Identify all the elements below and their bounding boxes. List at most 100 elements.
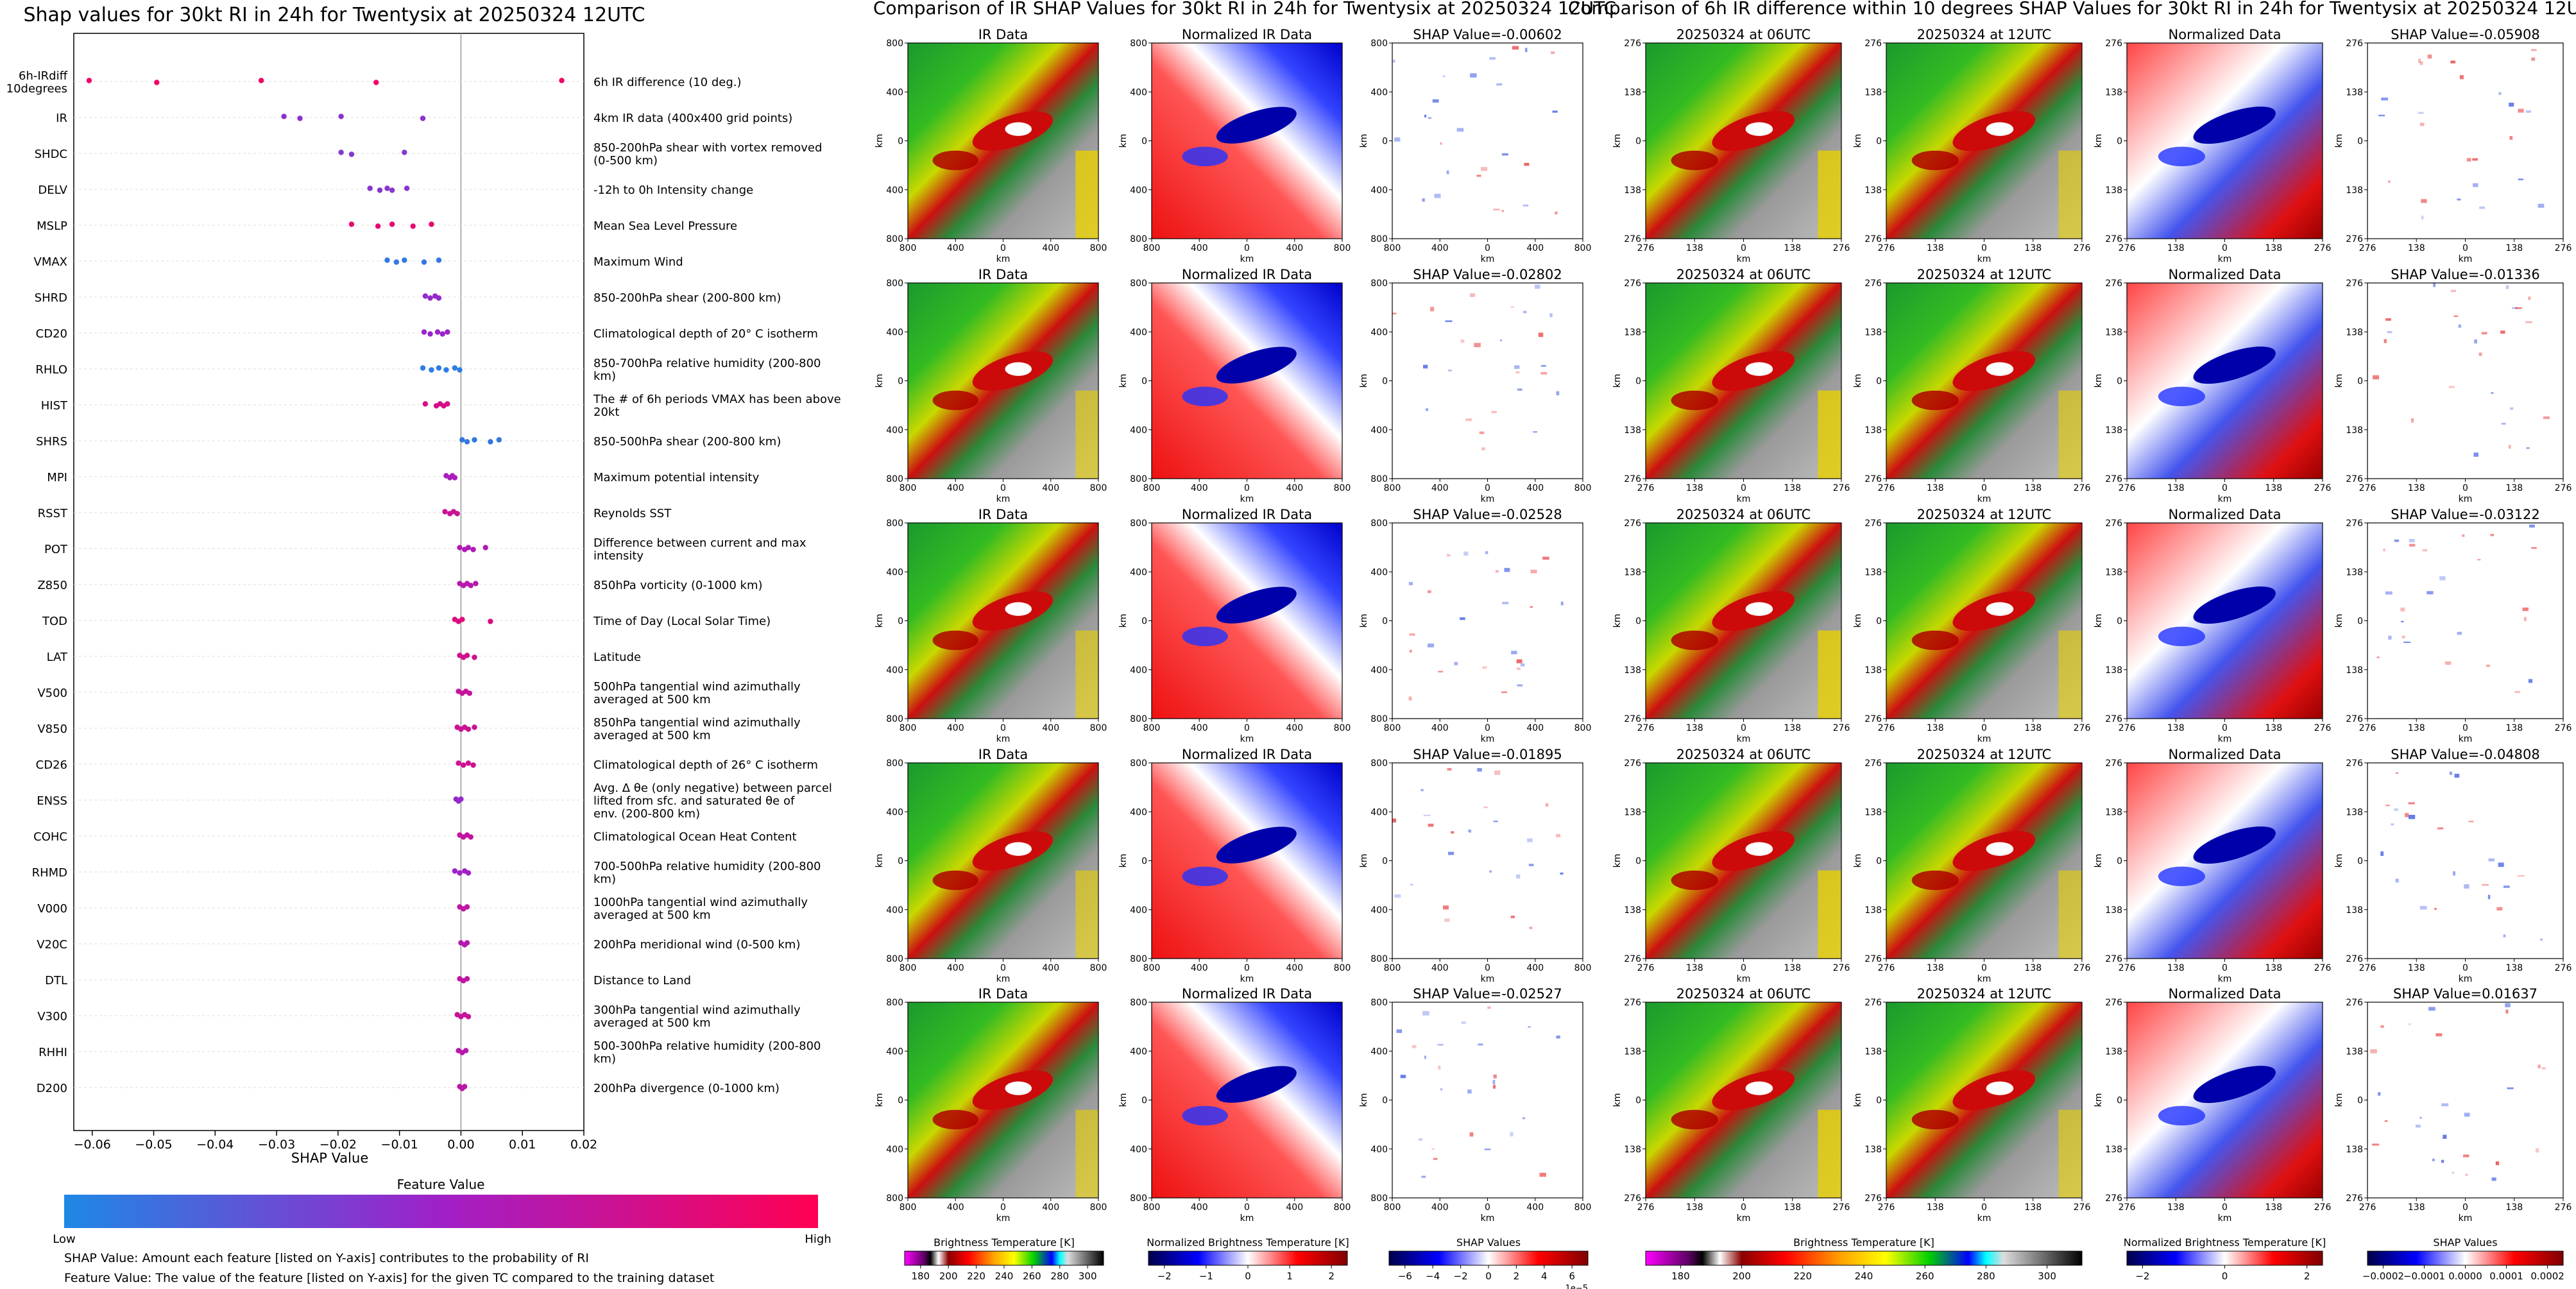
image-y-tick-label: 0 [1635, 1096, 1641, 1106]
shap-point [465, 545, 472, 551]
shap-map-speck [1485, 551, 1488, 554]
shap-map-speck [2409, 543, 2416, 547]
image-y-tick-label: 138 [2105, 327, 2122, 337]
image-y-tick-label: 138 [2346, 425, 2363, 436]
image-y-axis-label: km [1359, 614, 1369, 628]
shap-point [470, 762, 476, 768]
ir-edge-band [1818, 630, 1841, 719]
shap-map-speck [2403, 642, 2410, 644]
image-y-tick-label: 138 [2105, 1046, 2122, 1057]
shap-map-speck [1516, 874, 1521, 879]
image-x-axis-label: km [1240, 1213, 1254, 1224]
image-y-tick-label: 0 [1382, 617, 1388, 627]
image-x-tick-label: 138 [2024, 483, 2042, 493]
image-y-tick-label: 138 [2105, 567, 2122, 577]
image-y-tick-label: 800 [1370, 758, 1388, 769]
shap-map-speck [2517, 875, 2525, 877]
shap-map-speck [2443, 1134, 2447, 1139]
image-y-tick-label: 800 [1130, 38, 1147, 49]
shap-point [420, 115, 426, 121]
colorbar-tick-label: 2 [1328, 1270, 1335, 1282]
shap-map-speck [2385, 805, 2390, 807]
image-y-axis-label: km [2334, 854, 2344, 868]
shap-map-speck [1428, 823, 1434, 827]
subplot-title: Normalized Data [2169, 747, 2282, 762]
image-y-tick-label: 400 [886, 327, 903, 337]
image-x-tick-label: 138 [1784, 723, 1801, 733]
image-x-tick-label: 276 [2555, 483, 2572, 493]
image-y-tick-label: 138 [2105, 1145, 2122, 1155]
shap-map-speck [1551, 51, 1555, 55]
shap-map-speck [1477, 768, 1482, 772]
shap-map-speck [2453, 871, 2456, 876]
image-x-axis-label: km [1240, 734, 1254, 744]
image-x-tick-label: 800 [1574, 243, 1592, 253]
image-x-tick-label: 400 [1286, 1202, 1303, 1213]
shap-map-speck [1460, 339, 1465, 343]
image-x-axis-label: km [1737, 494, 1751, 504]
image-y-tick-label: 400 [886, 665, 903, 676]
colorbar-tick-label: 2 [2304, 1270, 2310, 1282]
shap-point [464, 904, 470, 910]
subplot-title: 20250324 at 06UTC [1676, 507, 1811, 522]
image-y-tick-label: 800 [1130, 234, 1147, 244]
shap-map-speck [1510, 916, 1515, 919]
shap-map-speck [1469, 1132, 1474, 1137]
image-y-tick-label: 138 [1864, 1046, 1882, 1057]
image-y-tick-label: 276 [1864, 954, 1882, 964]
shap-map-speck [1556, 391, 1560, 396]
colorbar-tick-label: 180 [911, 1270, 930, 1282]
image-x-tick-label: 0 [1741, 483, 1746, 493]
irdiff-row: 20250324 at 06UTC27627613813800138138276… [1612, 507, 2572, 744]
shap-map-speck [1428, 117, 1432, 119]
image-y-tick-label: 276 [2105, 1193, 2122, 1204]
image-x-tick-label: 276 [2555, 963, 2572, 973]
colorbar-gradient [1645, 1251, 2083, 1266]
subplot-title: SHAP Value=-0.01895 [1413, 747, 1562, 762]
shap-map-speck [2421, 199, 2427, 203]
image-y-tick-label: 138 [1624, 425, 1641, 436]
subplot-title: SHAP Value=-0.02527 [1413, 986, 1562, 1002]
image-y-axis-label: km [1612, 134, 1623, 148]
shap-map-fill [2367, 43, 2563, 239]
shap-map-speck [2472, 158, 2478, 161]
image-y-tick-label: 400 [1130, 905, 1147, 916]
image-y-tick-label: 138 [2346, 567, 2363, 577]
image-y-axis-label: km [874, 374, 885, 388]
shap-map-speck [1463, 551, 1469, 556]
image-y-tick-label: 276 [2105, 38, 2122, 49]
image-y-tick-label: 0 [1141, 1096, 1147, 1106]
image-y-tick-label: 138 [2346, 327, 2363, 337]
image-y-tick-label: 400 [1370, 425, 1388, 436]
image-y-tick-label: 276 [2346, 758, 2363, 769]
colorbar-label: SHAP Values [1456, 1236, 1521, 1249]
shap-map-speck [1495, 570, 1499, 573]
feature-description-label: 500hPa tangential wind azimuthally averag… [593, 680, 801, 706]
shap-point [452, 868, 458, 874]
ir-row: IR Data80080040040000400400800800kmkmNor… [874, 27, 1591, 264]
image-y-axis-label: km [2334, 134, 2344, 148]
image-x-tick-label: 276 [2555, 243, 2572, 253]
image-y-tick-label: 800 [1370, 234, 1388, 244]
ir-eye [1745, 122, 1773, 136]
image-y-tick-label: 276 [2105, 758, 2122, 769]
image-x-tick-label: 400 [1191, 243, 1208, 253]
shap-point [422, 293, 429, 299]
image-x-tick-label: 276 [1833, 243, 1850, 253]
image-y-tick-label: 138 [1624, 905, 1641, 916]
image-y-axis-label: km [1118, 374, 1129, 388]
shap-map-speck [2394, 808, 2399, 811]
image-x-axis-label: km [1481, 494, 1495, 504]
image-x-tick-label: 276 [1637, 963, 1655, 973]
shap-point [154, 80, 160, 85]
shap-point [281, 114, 287, 119]
shap-point [442, 509, 448, 515]
image-x-axis-label: km [2459, 494, 2473, 504]
normalized-cold-core [2193, 1066, 2276, 1104]
shap-map-speck [1454, 662, 1458, 665]
image-x-tick-label: 276 [2119, 243, 2136, 253]
image-y-tick-label: 400 [886, 185, 903, 196]
feature-code-label: TOD [42, 615, 67, 628]
image-y-tick-label: 400 [1130, 665, 1147, 676]
colorbar-gradient [1148, 1251, 1348, 1266]
